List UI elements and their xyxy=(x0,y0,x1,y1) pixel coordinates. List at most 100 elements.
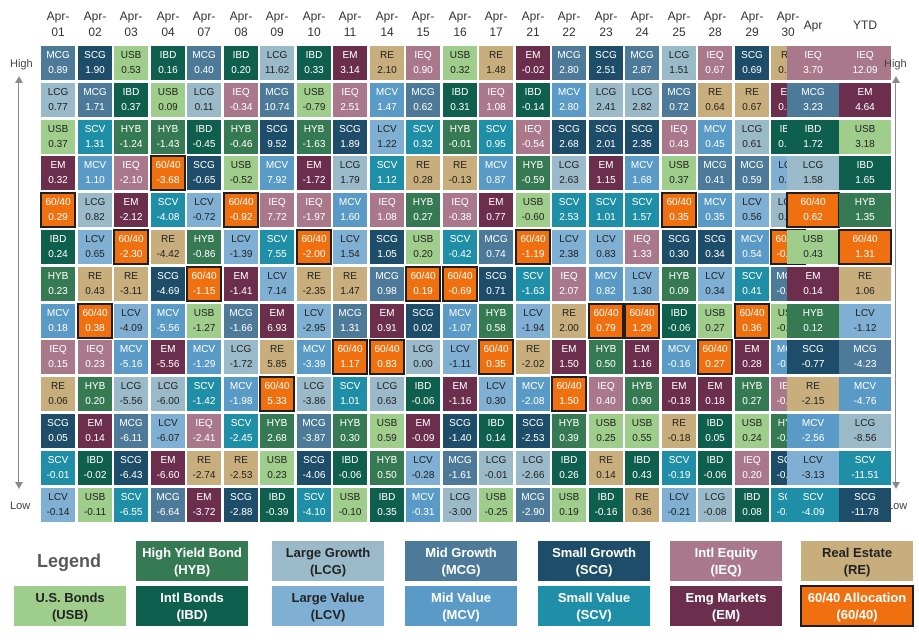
cell-asset-code: SCG xyxy=(230,492,252,503)
cell-return-value: -2.53 xyxy=(521,433,545,444)
cell-asset-code: RE xyxy=(343,271,357,282)
legend-item-name: Small Value xyxy=(557,590,631,605)
quilt-cell: MCV -3.39 xyxy=(297,340,331,374)
quilt-cell: HYB 0.09 xyxy=(662,267,696,301)
quilt-cell: MCV 2.80 xyxy=(552,83,586,117)
cell-asset-code: EM xyxy=(196,492,212,503)
cell-return-value: 9.52 xyxy=(267,139,287,150)
cell-return-value: 0.14 xyxy=(486,433,506,444)
quilt-cell: LCG 0.63 xyxy=(370,377,404,411)
quilt-cell: MCG 1.31 xyxy=(333,304,367,338)
cell-asset-code: RE xyxy=(526,344,540,355)
cell-return-value: -0.13 xyxy=(448,175,472,186)
cell-return-value: -1.40 xyxy=(448,433,472,444)
cell-return-value: 0.74 xyxy=(486,249,506,260)
quilt-cell: 60/40 -1.15 xyxy=(186,266,222,302)
cell-asset-code: EM xyxy=(306,160,322,171)
cell-return-value: 0.82 xyxy=(85,212,105,223)
legend-item: High Yield Bond (HYB) xyxy=(136,541,248,581)
cell-return-value: -0.16 xyxy=(594,507,618,518)
cell-asset-code: 60/40 xyxy=(118,234,144,245)
date-header: Apr- 23 xyxy=(594,9,618,39)
legend-item-name: U.S. Bonds xyxy=(35,590,105,605)
cell-asset-code: SCG xyxy=(595,50,617,61)
quilt-cell: USB 0.20 xyxy=(406,230,440,264)
quilt-cell: LCV -0.72 xyxy=(187,193,221,227)
cell-asset-code: MCV xyxy=(265,160,289,171)
cell-return-value: 0.90 xyxy=(632,396,652,407)
cell-asset-code: EM xyxy=(634,344,650,355)
cell-return-value: -2.08 xyxy=(521,396,545,407)
quilt-cell: 60/40 0.19 xyxy=(405,266,441,302)
cell-return-value: 2.82 xyxy=(632,102,652,113)
legend-item-abbr: (SCG) xyxy=(575,562,613,577)
cell-asset-code: MCG xyxy=(740,160,764,171)
quilt-cell: SCG -0.65 xyxy=(187,156,221,190)
cell-asset-code: USB xyxy=(704,308,726,319)
cell-asset-code: LCG xyxy=(157,381,179,392)
cell-asset-code: MCV xyxy=(740,234,764,245)
cell-asset-code: SCG xyxy=(412,308,434,319)
summary-cell: LCG 1.58 xyxy=(787,156,839,190)
quilt-cell: SCV -4.08 xyxy=(151,193,185,227)
cell-asset-code: SCV xyxy=(193,381,215,392)
cell-asset-code: IEQ xyxy=(743,455,761,466)
quilt-cell: EM 0.14 xyxy=(78,414,112,448)
quilt-cell: IEQ 1.33 xyxy=(625,230,659,264)
cell-asset-code: SCG xyxy=(449,418,471,429)
cell-return-value: -6.43 xyxy=(119,470,143,481)
cell-return-value: 0.62 xyxy=(803,212,823,223)
quilt-cell: HYB -0.59 xyxy=(516,156,550,190)
cell-asset-code: EM xyxy=(415,418,431,429)
cell-asset-code: SCV xyxy=(120,492,142,503)
quilt-cell: HYB 0.50 xyxy=(370,451,404,485)
cell-return-value: 7.92 xyxy=(267,175,287,186)
cell-asset-code: LCG xyxy=(47,87,69,98)
cell-return-value: 0.37 xyxy=(48,139,68,150)
cell-asset-code: 60/40 xyxy=(301,234,327,245)
cell-return-value: -2.35 xyxy=(302,286,326,297)
cell-asset-code: MCV xyxy=(594,271,618,282)
quilt-cell: RE -2.74 xyxy=(187,451,221,485)
quilt-cell: EM 3.14 xyxy=(333,46,367,80)
quilt-cell: LCV 0.30 xyxy=(479,377,513,411)
cell-asset-code: LCV xyxy=(231,234,251,245)
cell-asset-code: IEQ xyxy=(451,197,469,208)
cell-asset-code: MCG xyxy=(557,50,581,61)
summary-cell: IBD 1.65 xyxy=(839,156,891,190)
legend-item-abbr: (LCV) xyxy=(310,607,346,622)
cell-asset-code: IEQ xyxy=(560,271,578,282)
axis-up-arrow-icon-right xyxy=(892,76,900,83)
summary-cell: LCV -3.13 xyxy=(787,451,839,485)
cell-asset-code: MCG xyxy=(46,50,70,61)
cell-asset-code: SCG xyxy=(741,50,763,61)
cell-return-value: -4.08 xyxy=(156,212,180,223)
cell-asset-code: IBD xyxy=(49,234,67,245)
cell-return-value: 1.29 xyxy=(632,323,652,334)
quilt-cell: IEQ 0.20 xyxy=(735,451,769,485)
cell-return-value: 10.74 xyxy=(264,102,290,113)
cell-return-value: 1.68 xyxy=(632,175,652,186)
quilt-cell: HYB -0.46 xyxy=(224,120,258,154)
cell-asset-code: LCG xyxy=(193,87,215,98)
date-header: Apr- 01 xyxy=(46,9,70,39)
cell-asset-code: MCV xyxy=(83,160,107,171)
quilt-cell: SCG 2.35 xyxy=(625,120,659,154)
cell-return-value: -1.27 xyxy=(192,323,216,334)
axis-low-label: Low xyxy=(10,500,31,512)
cell-asset-code: LCV xyxy=(803,455,823,466)
quilt-cell: HYB -0.86 xyxy=(187,230,221,264)
quilt-cell: IEQ 1.08 xyxy=(479,83,513,117)
quilt-cell: SCV 1.01 xyxy=(333,377,367,411)
quilt-cell: IEQ -0.38 xyxy=(443,193,477,227)
quilt-cell: LCG 2.82 xyxy=(625,83,659,117)
cell-asset-code: LCV xyxy=(486,381,506,392)
cell-asset-code: MCV xyxy=(630,160,654,171)
quilt-cell: RE 0.67 xyxy=(735,83,769,117)
cell-asset-code: MCV xyxy=(338,197,362,208)
cell-asset-code: IBD xyxy=(159,50,177,61)
cell-asset-code: IBD xyxy=(268,492,286,503)
quilt-cell: LCV -1.39 xyxy=(224,230,258,264)
quilt-cell: IBD -0.45 xyxy=(187,120,221,154)
cell-asset-code: IBD xyxy=(122,87,140,98)
